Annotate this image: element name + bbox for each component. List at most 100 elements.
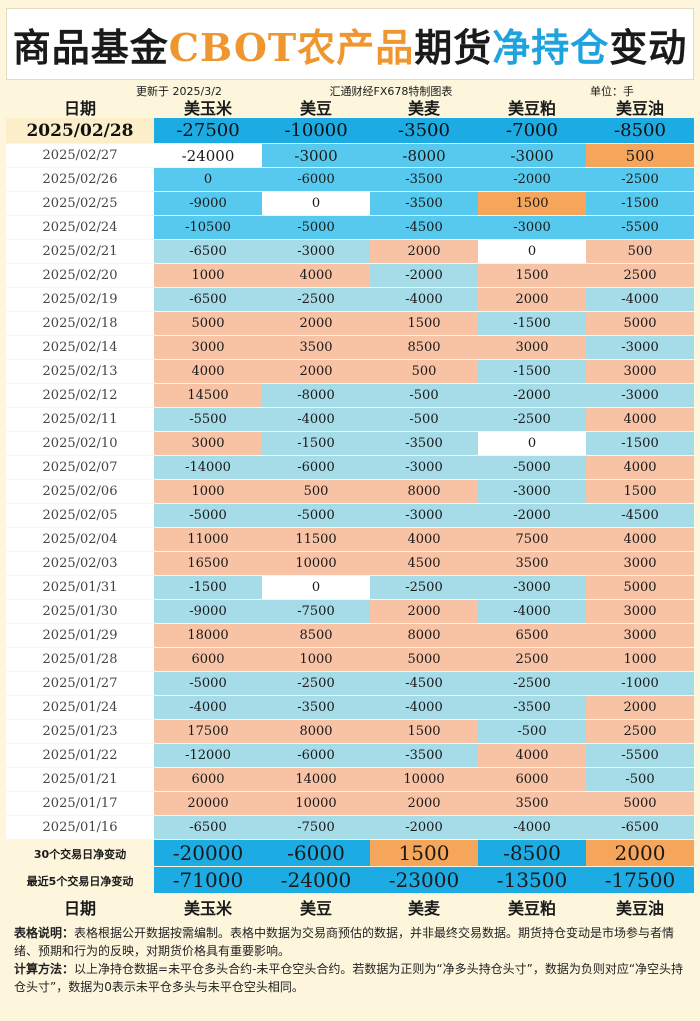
row-date: 2025/02/26: [6, 168, 154, 192]
cell-corn: 1000: [154, 480, 262, 504]
cell-meal: -1500: [478, 312, 586, 336]
cell-wheat: -2000: [370, 816, 478, 840]
cell-oil: -5500: [586, 744, 694, 768]
cell-meal: 3500: [478, 552, 586, 576]
cell-wheat: 2000: [370, 600, 478, 624]
note-text-2: 以上净持仓数据=未平仓多头合约-未平仓空头合约。若数据为正则为“净多头持仓头寸”…: [14, 962, 684, 994]
cell-corn: 6000: [154, 768, 262, 792]
header-soy: 美豆: [299, 99, 332, 118]
row-date: 2025/02/18: [6, 312, 154, 336]
summary-cell-meal: -13500: [478, 867, 586, 894]
cell-corn: -10500: [154, 216, 262, 240]
cell-corn: -5000: [154, 504, 262, 528]
cell-soy: 8500: [262, 624, 370, 648]
cell-meal: -2000: [478, 504, 586, 528]
table-row: 2025/01/21 6000 14000 10000 6000 -500: [6, 768, 694, 792]
row-date: 2025/01/17: [6, 792, 154, 816]
cell-soy: 10000: [262, 792, 370, 816]
cell-meal: -3000: [478, 576, 586, 600]
cell-soy: 3500: [262, 336, 370, 360]
row-date: 2025/02/19: [6, 288, 154, 312]
cell-meal: 0: [478, 432, 586, 456]
row-date: 2025/01/16: [6, 816, 154, 840]
cell-corn: -27500: [154, 118, 262, 144]
cell-wheat: -3500: [370, 432, 478, 456]
cell-soy: -2500: [262, 672, 370, 696]
table-row: 2025/02/14 3000 3500 8500 3000 -3000: [6, 336, 694, 360]
cell-oil: 2000: [586, 696, 694, 720]
cell-corn: -9000: [154, 600, 262, 624]
cell-corn: 3000: [154, 432, 262, 456]
row-date: 2025/01/23: [6, 720, 154, 744]
summary-cell-oil: 2000: [586, 840, 694, 867]
cell-oil: 500: [586, 240, 694, 264]
cell-corn: -6500: [154, 816, 262, 840]
summary-cell-corn: -20000: [154, 840, 262, 867]
cell-corn: -1500: [154, 576, 262, 600]
cell-oil: 5000: [586, 576, 694, 600]
cell-meal: -7000: [478, 118, 586, 144]
header-corn: 美玉米: [183, 99, 232, 118]
cell-wheat: -4000: [370, 696, 478, 720]
cell-meal: -1500: [478, 360, 586, 384]
cell-wheat: 1500: [370, 720, 478, 744]
table-row: 2025/02/21 -6500 -3000 2000 0 500: [6, 240, 694, 264]
footer-oil: 美豆油: [615, 899, 664, 918]
row-date: 2025/02/05: [6, 504, 154, 528]
cell-corn: 17500: [154, 720, 262, 744]
row-date: 2025/02/06: [6, 480, 154, 504]
table-row: 2025/02/13 4000 2000 500 -1500 3000: [6, 360, 694, 384]
row-date: 2025/02/27: [6, 144, 154, 168]
summary-cell-meal: -8500: [478, 840, 586, 867]
table-row: 2025/02/20 1000 4000 -2000 1500 2500: [6, 264, 694, 288]
notes: 表格说明：表格根据公开数据按需编制。表格中数据为交易商预估的数据，并非最终交易数…: [6, 918, 694, 996]
cell-meal: 4000: [478, 744, 586, 768]
title-part-4: 净持仓: [492, 24, 610, 70]
cell-wheat: -3500: [370, 744, 478, 768]
row-date: 2025/02/28: [6, 118, 154, 144]
table-row: 2025/02/10 3000 -1500 -3500 0 -1500: [6, 432, 694, 456]
cell-corn: -14000: [154, 456, 262, 480]
cell-soy: 2000: [262, 312, 370, 336]
cell-wheat: -3000: [370, 456, 478, 480]
cell-corn: 6000: [154, 648, 262, 672]
row-date: 2025/01/29: [6, 624, 154, 648]
row-date: 2025/01/24: [6, 696, 154, 720]
table-row: 2025/01/23 17500 8000 1500 -500 2500: [6, 720, 694, 744]
cell-soy: -3000: [262, 144, 370, 168]
cell-wheat: 8000: [370, 624, 478, 648]
cell-meal: -3000: [478, 144, 586, 168]
table-row: 2025/01/27 -5000 -2500 -4500 -2500 -1000: [6, 672, 694, 696]
note-label-1: 表格说明：: [14, 926, 75, 940]
cell-corn: 16500: [154, 552, 262, 576]
summary-body: 30个交易日净变动 -20000 -6000 1500 -8500 2000 最近5个交易日…: [6, 840, 694, 894]
cell-wheat: 10000: [370, 768, 478, 792]
cell-corn: 5000: [154, 312, 262, 336]
note-calculation: 计算方法：以上净持仓数据=未平仓多头合约-未平仓空头合约。若数据为正则为“净多头…: [14, 960, 686, 996]
cell-soy: -10000: [262, 118, 370, 144]
cell-oil: 3000: [586, 624, 694, 648]
table-row: 2025/02/27 -24000 -3000 -8000 -3000 500: [6, 144, 694, 168]
cell-wheat: 8000: [370, 480, 478, 504]
table-row: 2025/02/18 5000 2000 1500 -1500 5000: [6, 312, 694, 336]
cell-oil: -4000: [586, 288, 694, 312]
meta-row: 更新于 2025/3/2 汇通财经FX678特制图表 单位：手: [6, 80, 694, 98]
cell-wheat: -4500: [370, 672, 478, 696]
cell-meal: -4000: [478, 600, 586, 624]
cell-oil: 1000: [586, 648, 694, 672]
table-row: 2025/01/17 20000 10000 2000 3500 5000: [6, 792, 694, 816]
footer-date: 日期: [63, 899, 96, 918]
cell-corn: 18000: [154, 624, 262, 648]
table-row: 2025/02/06 1000 500 8000 -3000 1500: [6, 480, 694, 504]
cell-soy: 11500: [262, 528, 370, 552]
table-row: 2025/01/24 -4000 -3500 -4000 -3500 2000: [6, 696, 694, 720]
cell-oil: 2500: [586, 720, 694, 744]
summary-label: 最近5个交易日净变动: [6, 867, 154, 894]
row-date: 2025/02/13: [6, 360, 154, 384]
table-row: 2025/01/30 -9000 -7500 2000 -4000 3000: [6, 600, 694, 624]
table-row: 2025/02/04 11000 11500 4000 7500 4000: [6, 528, 694, 552]
table-row: 2025/01/29 18000 8500 8000 6500 3000: [6, 624, 694, 648]
cell-corn: -24000: [154, 144, 262, 168]
cell-wheat: -3000: [370, 504, 478, 528]
